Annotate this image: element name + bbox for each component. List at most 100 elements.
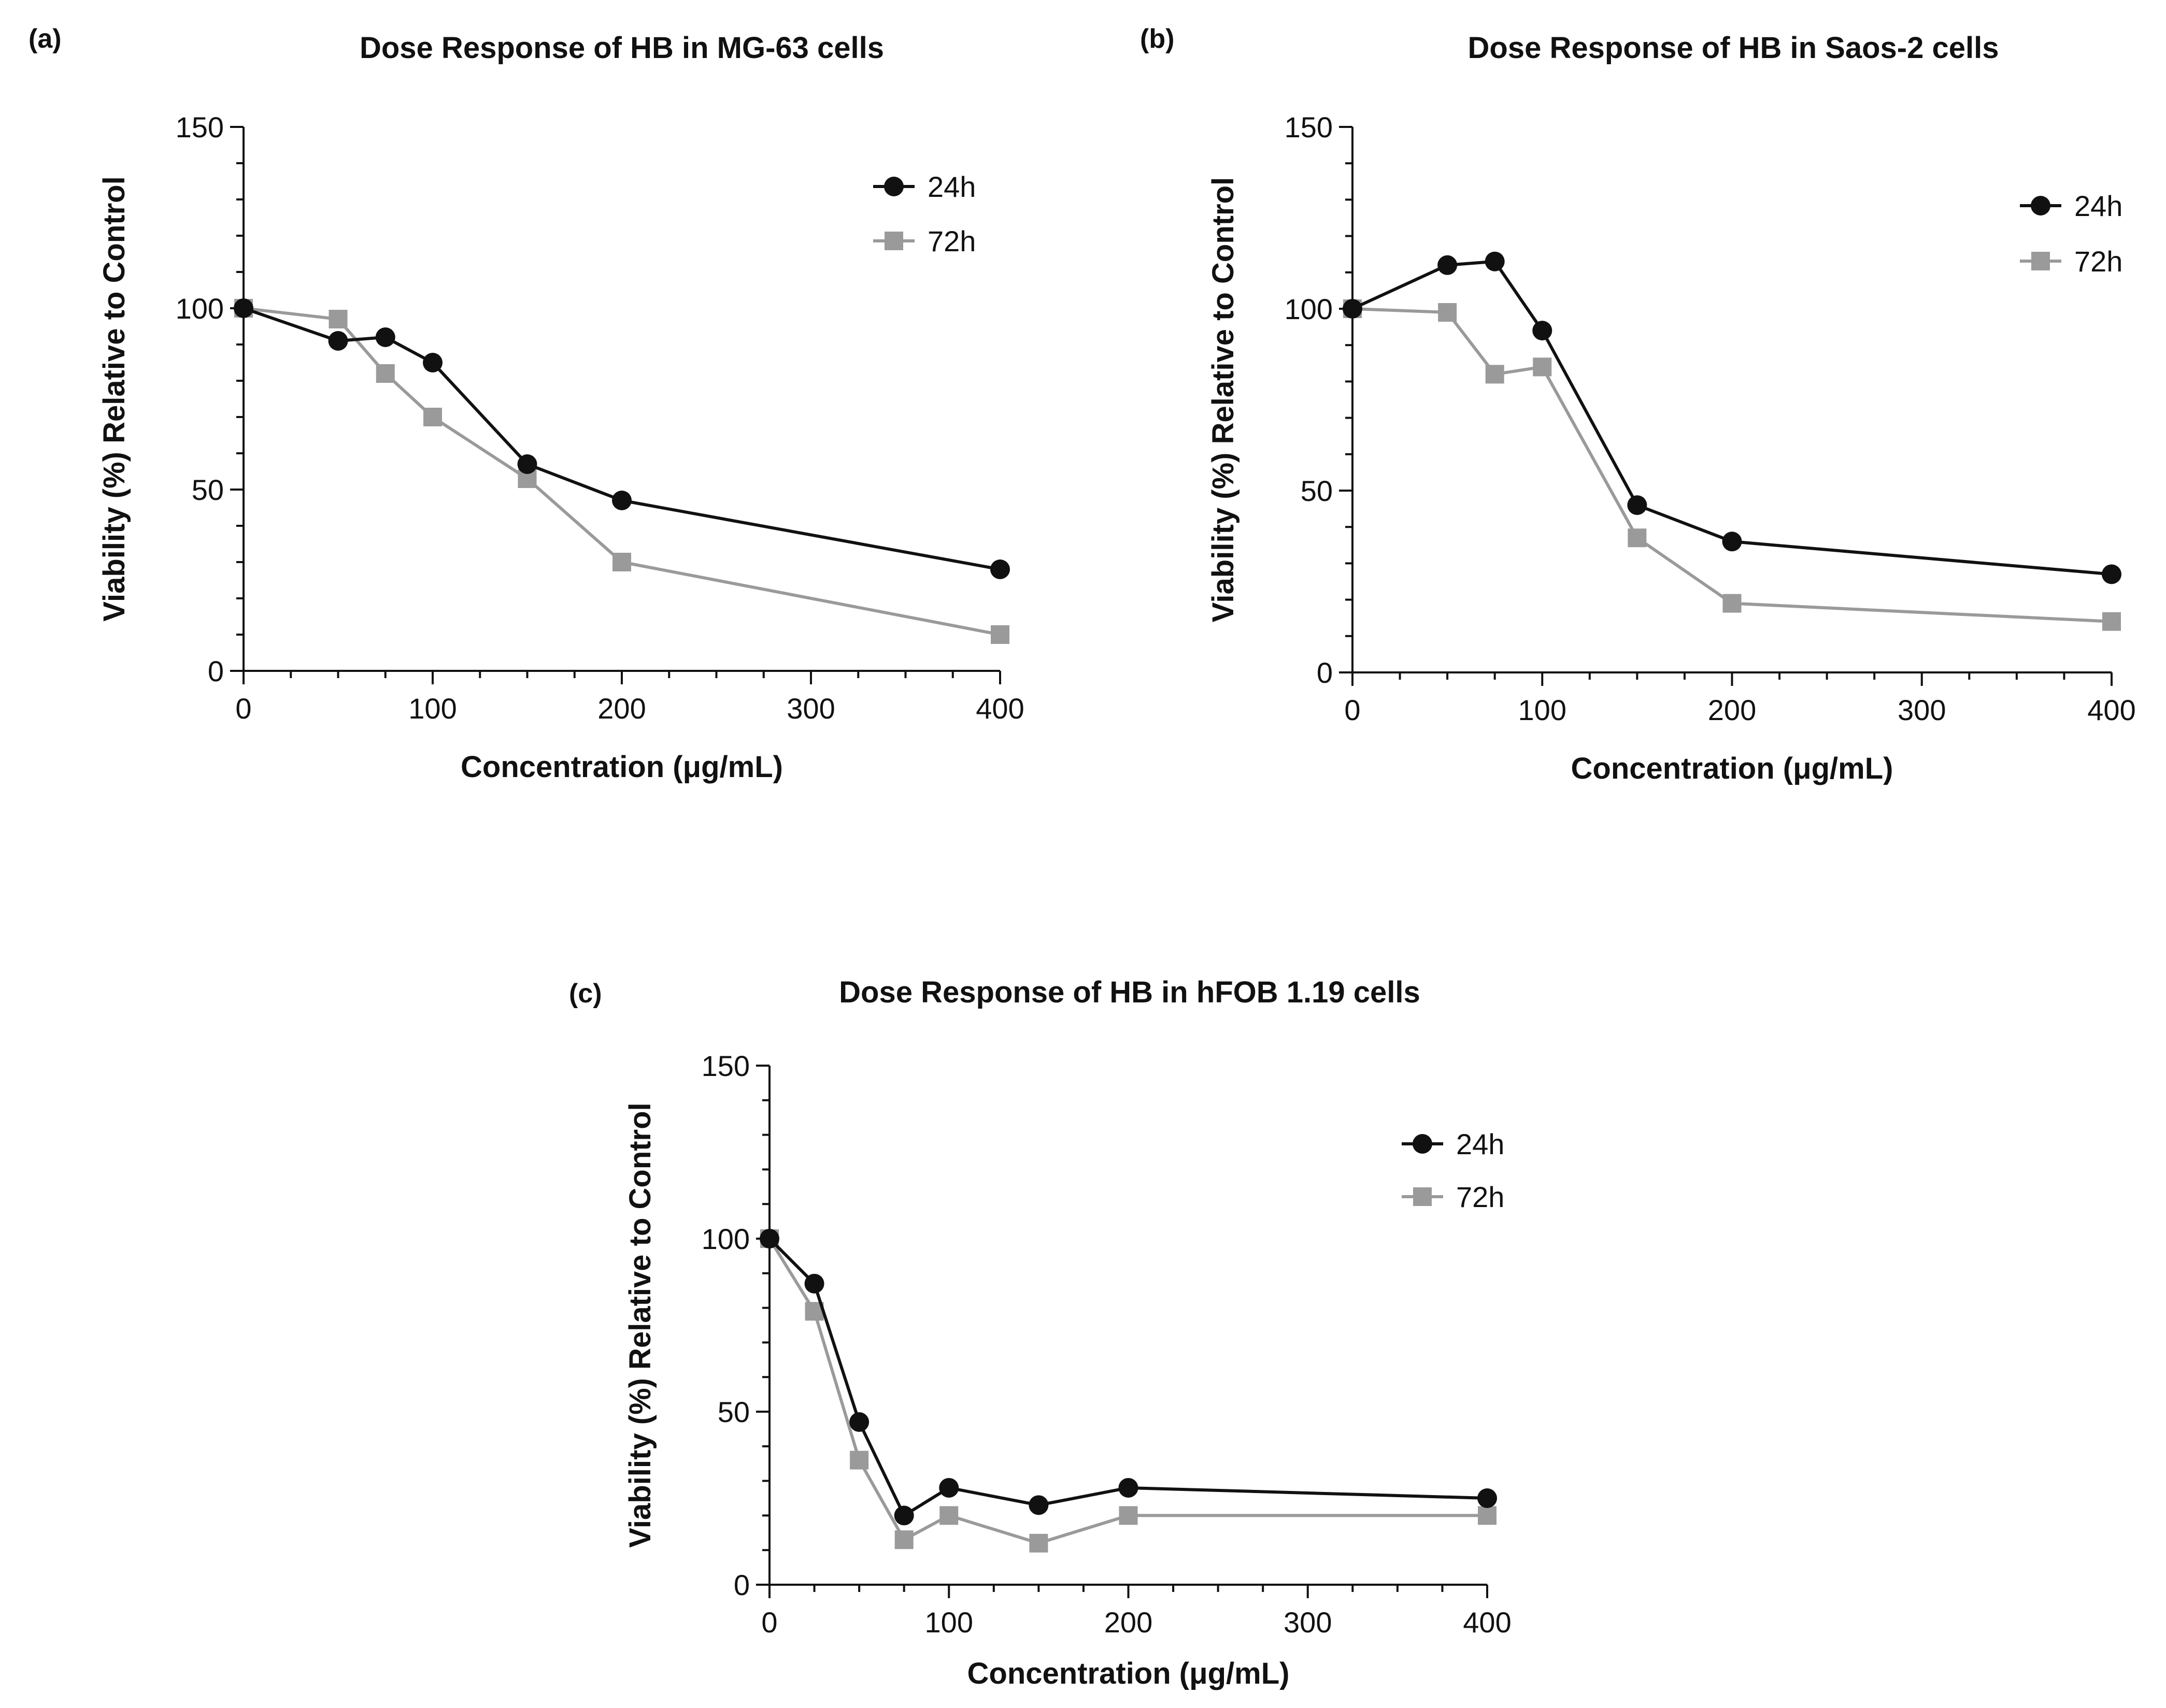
legend-marker-72h [885,232,903,250]
data-point-24h [1485,251,1505,271]
data-point-72h [376,364,395,383]
data-point-72h [1478,1506,1497,1525]
x-tick-label: 200 [1708,694,1756,726]
chart-panel-c: (c) Dose Response of HB in hFOB 1.19 cell… [569,975,1512,1690]
y-tick-label: 100 [702,1223,750,1255]
x-axis-label: Concentration (μg/mL) [967,1657,1290,1690]
x-tick-label: 0 [1344,694,1360,726]
data-point-72h [329,310,348,328]
x-tick-label: 200 [597,692,646,725]
series-72h [1343,299,2121,631]
legend-label-72h: 72h [928,225,976,257]
data-point-72h [1485,365,1504,384]
data-point-24h [1029,1495,1049,1515]
x-tick-label: 300 [1284,1606,1332,1639]
data-point-72h [612,553,631,571]
data-point-24h [1532,321,1552,341]
data-point-24h [939,1477,959,1498]
series-72h [760,1229,1497,1553]
legend: 24h 72h [2020,190,2122,278]
data-point-24h [423,353,443,372]
chart-title: Dose Response of HB in MG-63 cells [360,31,884,65]
legend: 24h 72h [1402,1128,1504,1213]
legend-label-72h: 72h [2074,245,2122,278]
y-tick-label: 50 [718,1396,750,1428]
legend-marker-24h [1413,1134,1432,1154]
y-axis-label: Viability (%) Relative to Control [1206,177,1240,622]
y-tick-label: 100 [176,292,224,325]
data-point-72h [1029,1533,1048,1553]
data-point-24h [517,454,537,474]
y-tick-label: 150 [1285,111,1333,143]
legend-marker-72h [1413,1187,1432,1206]
series-line-72h [768,1238,1487,1545]
y-tick-label: 0 [208,655,224,687]
legend: 24h 72h [873,170,976,257]
data-point-24h [2102,564,2121,584]
legend-label-24h: 24h [1456,1128,1504,1160]
data-point-24h [894,1505,914,1526]
legend-marker-72h [2031,252,2050,270]
y-tick-label: 100 [1285,293,1333,325]
series-line-24h [1351,260,2112,576]
chart-title: Dose Response of HB in hFOB 1.19 cells [839,975,1420,1009]
chart-panel-b: (b) Dose Response of HB in Saos-2 cells 0 1… [1140,24,2136,785]
data-point-72h [991,625,1009,644]
data-point-72h [423,408,442,426]
panel-label: (a) [28,24,62,54]
data-point-72h [894,1530,914,1549]
series-24h [234,298,1010,579]
data-point-24h [328,331,348,351]
x-tick-label: 300 [787,692,835,725]
data-point-24h [849,1412,870,1432]
x-tick-label: 0 [761,1606,777,1639]
legend-label-24h: 24h [928,170,976,203]
data-point-24h [1343,299,1362,319]
data-point-72h [1438,303,1457,322]
x-tick-label: 300 [1898,694,1946,726]
x-tick-label: 100 [925,1606,973,1639]
x-tick-label: 100 [408,692,457,725]
data-point-24h [990,559,1010,579]
data-point-24h [234,298,253,318]
x-tick-label: 400 [2087,694,2135,726]
series-24h [760,1229,1497,1526]
data-point-24h [612,491,632,510]
x-axis-label: Concentration (μg/mL) [1571,752,1893,785]
chart-panel-a: (a) Dose Response of HB in MG-63 cells 0 10… [28,24,1024,784]
data-point-72h [1119,1506,1138,1525]
panel-label: (b) [1140,24,1174,54]
data-point-24h [1627,495,1647,515]
legend-marker-24h [884,177,904,196]
data-point-24h [1722,532,1742,552]
data-point-24h [1477,1488,1497,1508]
y-tick-label: 150 [702,1050,750,1082]
x-tick-label: 200 [1104,1606,1152,1639]
series-line-24h [768,1237,1488,1517]
data-point-72h [1722,594,1742,613]
legend-label-72h: 72h [1456,1181,1504,1213]
series-line-72h [1352,307,2112,623]
panel-label: (c) [569,979,602,1009]
series-line-72h [243,307,1001,636]
y-tick-label: 0 [734,1569,750,1601]
series-24h [1343,251,2121,584]
y-tick-label: 50 [1301,475,1333,507]
x-tick-label: 0 [235,692,251,725]
data-point-72h [1628,528,1647,548]
x-tick-label: 100 [1518,694,1566,726]
y-tick-label: 50 [192,473,224,506]
legend-marker-24h [2031,196,2050,216]
chart-title: Dose Response of HB in Saos-2 cells [1468,31,1999,65]
y-tick-label: 0 [1317,656,1333,689]
data-point-72h [2102,612,2121,631]
data-point-24h [1118,1477,1138,1498]
y-tick-label: 150 [176,111,224,143]
data-point-72h [1533,357,1552,377]
data-point-24h [804,1273,824,1294]
x-axis-label: Concentration (μg/mL) [461,750,783,784]
data-point-24h [1437,255,1458,275]
data-point-72h [850,1451,869,1470]
data-point-72h [939,1506,959,1525]
